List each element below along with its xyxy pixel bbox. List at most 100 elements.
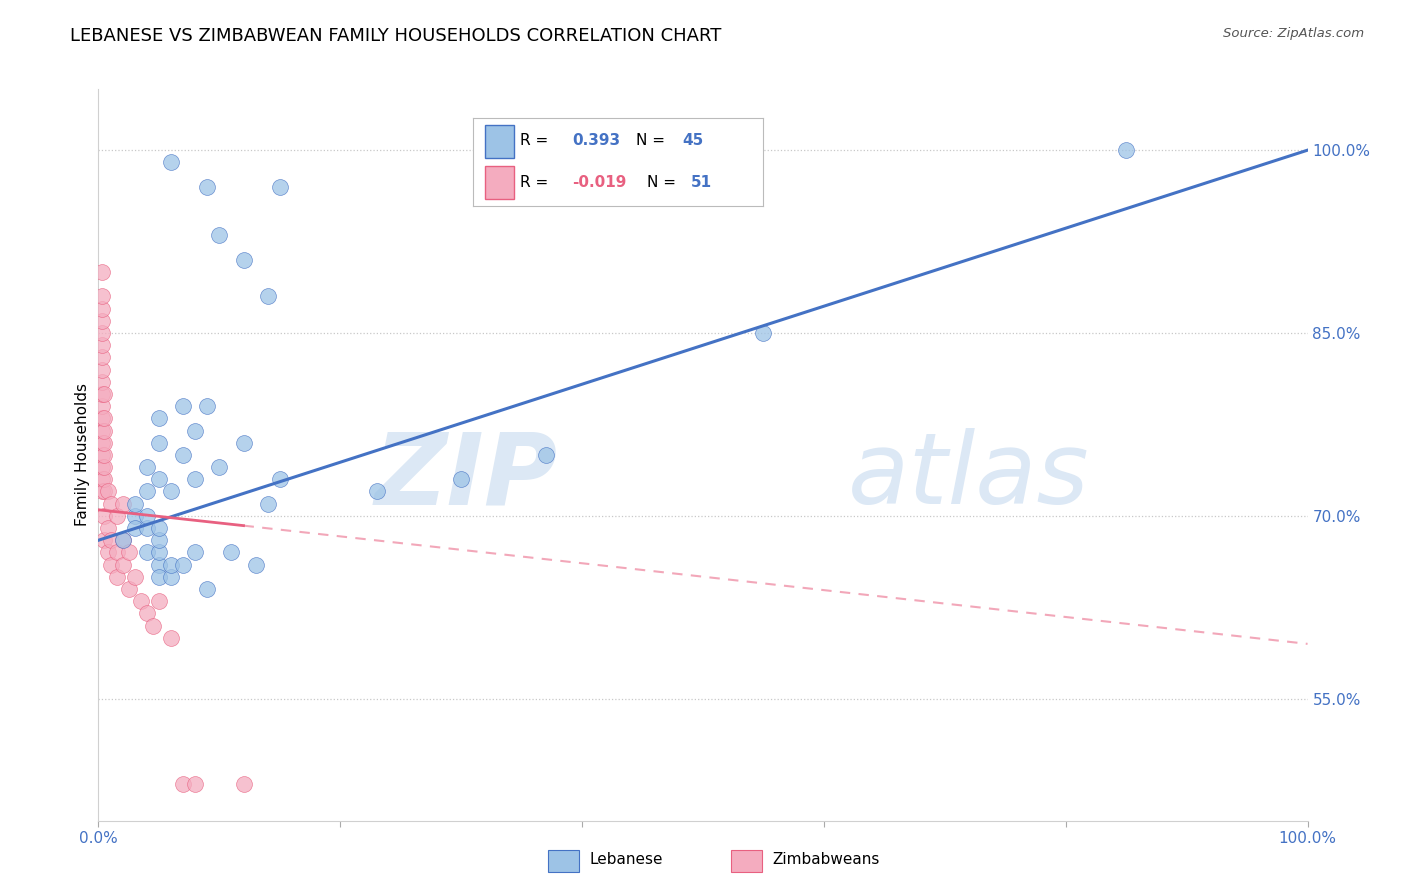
Point [97, 545, 120, 559]
Point [148, 570, 170, 584]
Point [208, 228, 231, 243]
Point [93, 484, 115, 499]
Point [93, 460, 115, 475]
Point [93, 435, 115, 450]
Point [160, 631, 183, 645]
Point [91, 326, 114, 340]
Point [160, 570, 183, 584]
Point [232, 435, 254, 450]
Point [93, 411, 115, 425]
Point [124, 497, 146, 511]
Point [124, 508, 146, 523]
Point [135, 460, 157, 475]
Point [93, 472, 115, 486]
Point [91, 411, 114, 425]
Point [100, 533, 122, 548]
Point [245, 558, 267, 572]
Point [91, 314, 114, 328]
Text: Zimbabweans: Zimbabweans [772, 852, 879, 867]
Point [172, 448, 194, 462]
Point [93, 533, 115, 548]
Point [184, 545, 207, 559]
Point [184, 777, 207, 791]
Point [172, 558, 194, 572]
Text: LEBANESE VS ZIMBABWEAN FAMILY HOUSEHOLDS CORRELATION CHART: LEBANESE VS ZIMBABWEAN FAMILY HOUSEHOLDS… [70, 27, 721, 45]
Point [91, 338, 114, 352]
Point [118, 582, 141, 596]
Point [91, 435, 114, 450]
Point [100, 497, 122, 511]
Point [232, 777, 254, 791]
Point [105, 570, 128, 584]
Point [752, 326, 775, 340]
Point [184, 424, 207, 438]
Point [105, 508, 128, 523]
Point [256, 497, 278, 511]
Point [135, 545, 157, 559]
Point [129, 594, 152, 608]
Point [232, 252, 254, 267]
Point [148, 472, 170, 486]
Point [172, 777, 194, 791]
Point [148, 435, 170, 450]
Point [91, 362, 114, 376]
Point [91, 460, 114, 475]
Text: Lebanese: Lebanese [589, 852, 662, 867]
Point [160, 484, 183, 499]
Y-axis label: Family Households: Family Households [75, 384, 90, 526]
Point [111, 558, 134, 572]
Point [269, 179, 291, 194]
Point [93, 448, 115, 462]
Point [91, 472, 114, 486]
Point [111, 533, 134, 548]
Point [135, 484, 157, 499]
Point [124, 570, 146, 584]
Point [91, 424, 114, 438]
Point [91, 448, 114, 462]
Point [148, 411, 170, 425]
Point [118, 545, 141, 559]
Point [172, 399, 194, 413]
Point [256, 289, 278, 303]
Point [97, 484, 120, 499]
Point [93, 387, 115, 401]
Text: atlas: atlas [848, 428, 1090, 525]
Point [93, 508, 115, 523]
Point [208, 460, 231, 475]
Point [184, 472, 207, 486]
Point [148, 558, 170, 572]
Point [142, 618, 165, 632]
Point [93, 424, 115, 438]
Point [135, 521, 157, 535]
Point [450, 472, 472, 486]
Point [91, 351, 114, 365]
Point [91, 265, 114, 279]
Point [124, 521, 146, 535]
Point [1115, 143, 1137, 157]
Point [91, 387, 114, 401]
Point [91, 289, 114, 303]
Point [100, 558, 122, 572]
Point [160, 155, 183, 169]
Point [105, 545, 128, 559]
Point [91, 484, 114, 499]
Point [148, 594, 170, 608]
Point [195, 582, 218, 596]
Point [135, 607, 157, 621]
Point [97, 521, 120, 535]
Point [111, 533, 134, 548]
Text: ZIP: ZIP [375, 428, 558, 525]
Point [366, 484, 388, 499]
Point [148, 545, 170, 559]
Point [534, 448, 557, 462]
Point [91, 399, 114, 413]
Point [269, 472, 291, 486]
Point [148, 521, 170, 535]
Point [111, 497, 134, 511]
Point [148, 533, 170, 548]
Point [91, 301, 114, 316]
Point [160, 558, 183, 572]
Point [135, 508, 157, 523]
Point [221, 545, 243, 559]
Text: Source: ZipAtlas.com: Source: ZipAtlas.com [1223, 27, 1364, 40]
